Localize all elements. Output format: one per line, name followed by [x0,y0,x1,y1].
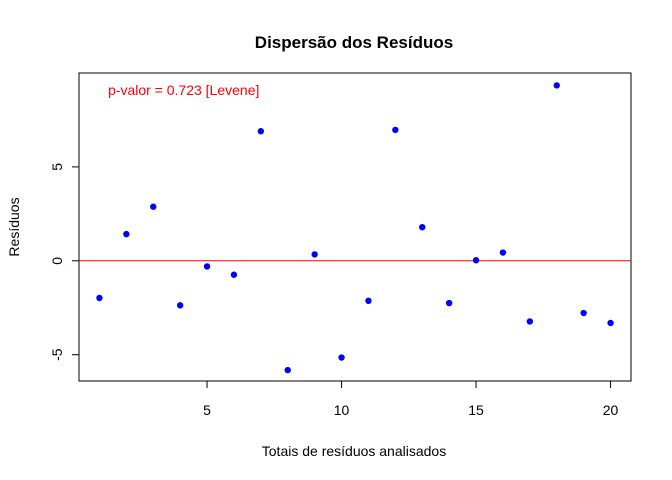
data-point [445,299,453,307]
x-tick-label: 15 [468,402,484,418]
data-point [123,230,130,238]
data-point [553,82,560,89]
data-point [96,294,103,302]
data-point [230,271,238,278]
y-axis-label: Resíduos [6,197,22,256]
x-tick-label: 20 [603,402,619,418]
data-point [472,257,480,264]
x-tick-label: 10 [334,402,350,418]
levene-annotation: p-valor = 0.723 [Levene] [108,82,259,98]
data-point [150,203,157,210]
data-point [311,251,318,258]
y-tick-label: 5 [49,163,65,171]
data-point [257,128,265,135]
chart-title: Dispersão dos Resíduos [255,33,453,52]
data-point [499,249,507,256]
data-point [580,309,587,317]
data-point [176,302,184,309]
plot-area [78,72,632,382]
data-point [203,263,211,270]
data-points [96,82,614,374]
data-point [526,318,534,325]
data-point [338,354,345,361]
y-axis: -5 0 5 [49,163,80,361]
x-axis: 5 10 15 20 [203,380,619,418]
data-point [419,223,426,231]
data-point [392,126,399,134]
x-tick-label: 5 [203,402,211,418]
data-point [607,319,614,327]
x-axis-label: Totais de resíduos analisados [262,443,446,459]
data-point [365,297,372,305]
y-tick-label: 0 [49,257,65,265]
data-point [284,366,291,374]
y-tick-label: -5 [49,348,65,361]
